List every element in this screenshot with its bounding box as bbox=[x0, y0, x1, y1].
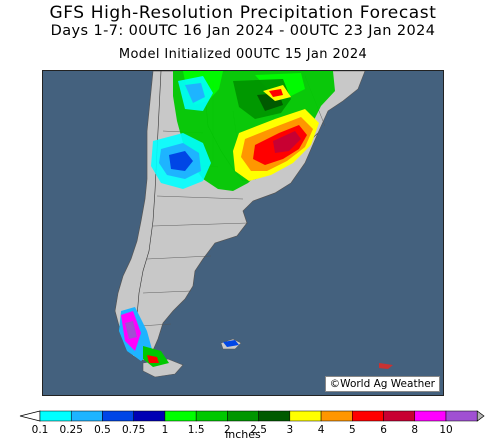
colorbar-tick-label: 1 bbox=[162, 424, 169, 436]
map-canvas bbox=[43, 71, 443, 395]
colorbar-swatch bbox=[289, 410, 322, 422]
colorbar-swatch bbox=[102, 410, 134, 422]
south-georgia bbox=[379, 363, 393, 369]
precip-falklands-blue bbox=[223, 340, 239, 347]
colorbar-tick-label: 0.25 bbox=[60, 424, 83, 436]
colorbar-tick-label: 5 bbox=[349, 424, 356, 436]
colorbar-swatch bbox=[70, 410, 103, 422]
colorbar-swatch bbox=[414, 410, 447, 422]
colorbar-tick-label: 1.5 bbox=[188, 424, 205, 436]
colorbar-low-arrow bbox=[19, 410, 41, 422]
map-title: GFS High-Resolution Precipitation Foreca… bbox=[49, 3, 437, 23]
colorbar-swatch bbox=[383, 410, 416, 422]
colorbar-swatch bbox=[39, 410, 72, 422]
colorbar-swatch bbox=[195, 410, 228, 422]
colorbar-tick-label: 4 bbox=[318, 424, 325, 436]
precip-blue-north bbox=[185, 83, 205, 103]
colorbar-swatch bbox=[445, 410, 478, 422]
forecast-period: Days 1-7: 00UTC 16 Jan 2024 - 00UTC 23 J… bbox=[50, 23, 436, 39]
precip-red-patch-north bbox=[269, 89, 283, 97]
precip-patagonia-red bbox=[147, 355, 159, 363]
colorbar-tick-label: 2 bbox=[224, 424, 231, 436]
colorbar-swatch bbox=[320, 410, 353, 422]
colorbar-tick-label: 0.75 bbox=[122, 424, 145, 436]
colorbar-tick-label: 6 bbox=[380, 424, 387, 436]
colorbar-tick-label: 10 bbox=[439, 424, 452, 436]
precipitation-map: ©World Ag Weather bbox=[42, 70, 444, 396]
colorbar-swatch bbox=[164, 410, 197, 422]
units-label: inches bbox=[225, 428, 261, 441]
precip-colorbar: 0.1 0.25 0.5 0.75 1 1.5 2 2.5 3 4 5 6 8 10 bbox=[19, 410, 485, 436]
colorbar-tick-label: 8 bbox=[411, 424, 418, 436]
precip-blue-zone bbox=[169, 151, 193, 171]
colorbar-swatch bbox=[133, 410, 166, 422]
colorbar-swatch bbox=[227, 410, 259, 422]
precip-patagonia-purple bbox=[125, 321, 137, 339]
colorbar-tick-label: 0.1 bbox=[32, 424, 49, 436]
colorbar-high-arrow bbox=[476, 410, 485, 422]
colorbar-swatch bbox=[258, 410, 291, 422]
colorbar-swatch bbox=[352, 410, 384, 422]
credit-label: ©World Ag Weather bbox=[324, 376, 440, 392]
colorbar-tick-label: 0.5 bbox=[94, 424, 111, 436]
colorbar-tick-label: 3 bbox=[287, 424, 294, 436]
precip-crimson-zone bbox=[273, 131, 301, 153]
model-init-time: Model Initialized 00UTC 15 Jan 2024 bbox=[118, 47, 368, 62]
colorbar-tick-label: 2.5 bbox=[250, 424, 267, 436]
